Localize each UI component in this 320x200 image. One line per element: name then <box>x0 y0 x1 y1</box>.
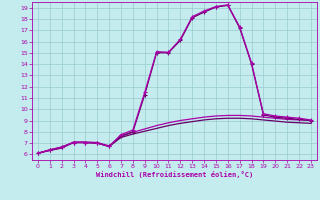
X-axis label: Windchill (Refroidissement éolien,°C): Windchill (Refroidissement éolien,°C) <box>96 171 253 178</box>
